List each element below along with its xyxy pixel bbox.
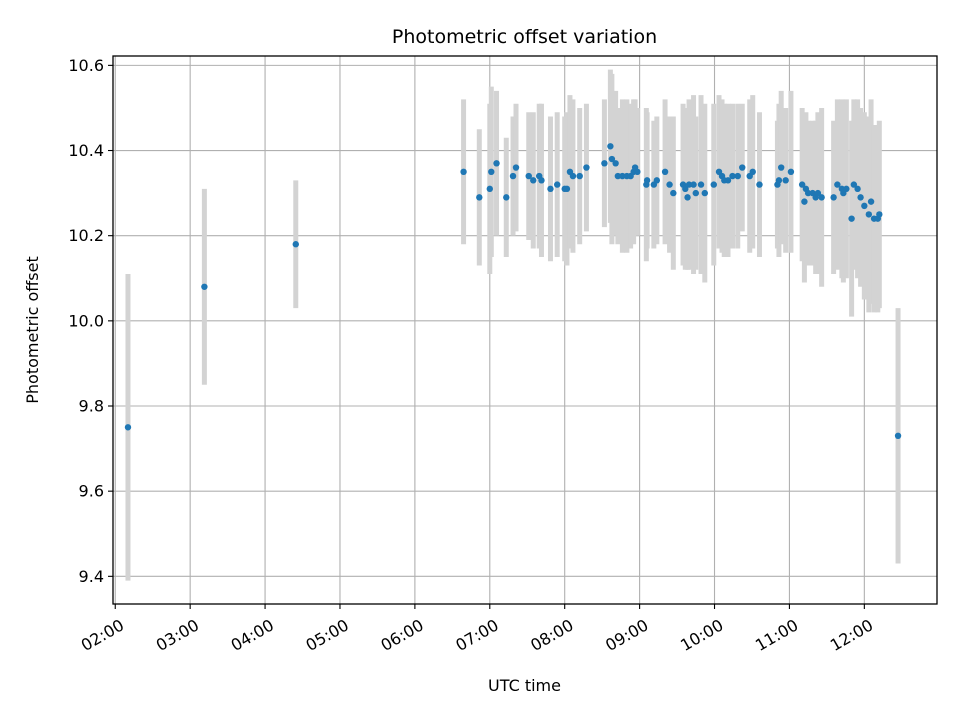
data-point — [801, 198, 808, 205]
data-point — [798, 181, 806, 188]
data-point — [653, 177, 661, 184]
data-point — [850, 181, 858, 188]
data-point — [569, 172, 577, 180]
data-point — [614, 172, 622, 180]
data-point — [834, 181, 841, 188]
y-tick-label: 10.2 — [68, 226, 104, 245]
y-tick-label: 9.6 — [79, 482, 104, 501]
data-point — [685, 181, 693, 188]
data-point — [547, 185, 554, 193]
data-point — [634, 168, 641, 176]
data-point — [777, 164, 785, 171]
data-points — [124, 143, 902, 440]
data-point — [867, 198, 875, 205]
y-tick-label: 10.4 — [68, 141, 104, 160]
data-point — [854, 185, 861, 193]
data-point — [697, 181, 705, 188]
data-point — [894, 432, 902, 440]
data-point — [666, 181, 673, 188]
data-point — [583, 164, 590, 171]
data-point — [739, 164, 746, 171]
data-point — [814, 189, 822, 197]
data-point — [804, 189, 812, 197]
chart-title: Photometric offset variation — [392, 26, 657, 48]
data-point — [843, 185, 850, 193]
data-point — [830, 194, 837, 201]
data-point — [787, 168, 795, 176]
data-point — [576, 172, 583, 180]
data-point — [734, 172, 741, 180]
data-point — [538, 177, 545, 184]
data-point — [670, 189, 677, 197]
data-point — [710, 181, 717, 188]
data-point — [601, 160, 608, 167]
data-point — [756, 181, 763, 188]
data-point — [525, 172, 532, 180]
data-point — [486, 185, 493, 193]
data-point — [124, 424, 132, 431]
data-point — [512, 164, 520, 171]
data-point — [701, 189, 708, 197]
data-point — [608, 155, 616, 163]
data-point — [201, 283, 208, 290]
y-axis-title: Photometric offset — [23, 256, 42, 404]
data-point — [503, 194, 510, 201]
data-point — [684, 194, 691, 201]
data-point — [554, 181, 561, 188]
y-tick-label: 10.0 — [68, 311, 104, 330]
data-point — [690, 181, 697, 188]
data-point — [682, 185, 689, 193]
data-point — [661, 168, 669, 176]
data-point — [643, 177, 651, 184]
data-point — [292, 241, 299, 248]
data-point — [749, 168, 756, 176]
data-point — [865, 211, 873, 218]
data-point — [488, 168, 495, 176]
data-point — [493, 160, 500, 167]
data-point — [692, 189, 699, 197]
y-axis-ticks: 9.4 9.6 9.8 10.0 10.2 10.4 10.6 — [68, 56, 113, 586]
data-point — [530, 177, 537, 184]
data-point — [607, 143, 614, 150]
y-tick-label: 9.8 — [79, 397, 104, 416]
data-point — [476, 194, 483, 201]
data-point — [782, 177, 789, 184]
data-point — [460, 168, 467, 176]
data-point — [509, 172, 517, 180]
y-tick-label: 10.6 — [68, 56, 104, 75]
data-point — [818, 194, 825, 201]
data-point — [724, 177, 732, 184]
data-point — [729, 172, 736, 180]
data-point — [563, 185, 571, 193]
data-point — [857, 194, 864, 201]
data-point — [612, 160, 619, 167]
data-point — [619, 172, 626, 180]
y-tick-label: 9.4 — [79, 567, 104, 586]
x-axis-title: UTC time — [488, 676, 561, 695]
data-point — [775, 177, 783, 184]
data-point — [861, 202, 868, 210]
data-point — [848, 215, 855, 222]
plot-frame — [112, 55, 938, 605]
data-point — [876, 211, 883, 218]
